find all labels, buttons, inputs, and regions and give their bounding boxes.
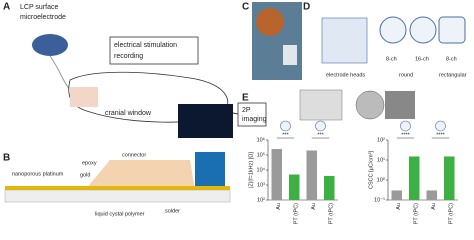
round-electrode (379, 16, 407, 44)
bar (289, 174, 300, 200)
connector (195, 152, 225, 192)
panel-label: C (242, 2, 249, 13)
x-tick-label: Au (311, 203, 317, 210)
device (283, 45, 297, 65)
bar (426, 190, 437, 200)
text: solder (165, 208, 180, 214)
micrograph (299, 89, 343, 121)
micrograph (355, 90, 385, 120)
y-tick-label: 10⁴ (257, 166, 266, 173)
electrode-heads-image (321, 17, 368, 64)
text: recording (114, 53, 143, 60)
text: imaging (242, 116, 267, 123)
annotation: *** (282, 132, 289, 138)
text: liquid cystal polymer (95, 211, 145, 217)
electrode-icon (315, 120, 326, 132)
x-tick-label: Au (431, 203, 437, 210)
figure: A LCP surface microelectrode electrical … (3, 2, 467, 225)
bar (306, 150, 317, 200)
electrode-icon (280, 120, 291, 132)
cable (49, 55, 71, 91)
cranial-window-marker (70, 87, 98, 107)
text: 16-ch (415, 56, 429, 62)
round-electrode (409, 16, 437, 44)
text: 8-ch (446, 56, 457, 62)
text: round (399, 72, 413, 78)
text: gold (80, 172, 90, 178)
y-tick-label: 10² (377, 137, 385, 143)
bar (271, 149, 282, 200)
text: electrical stimulation (114, 42, 177, 49)
text: connector (122, 152, 146, 158)
panel-label: E (242, 93, 249, 104)
x-tick-label: Au (396, 203, 402, 210)
annotation: *** (317, 132, 324, 138)
electrode-icon (435, 120, 446, 132)
epoxy (85, 160, 195, 190)
x-tick-label: PT (tPC) (414, 203, 420, 224)
y-tick-label: 10² (257, 197, 265, 203)
y-tick-label: 10¹ (377, 157, 385, 163)
x-tick-label: PT (tPC) (329, 203, 335, 224)
annotation: **** (436, 132, 445, 138)
bar (444, 156, 455, 200)
text: epoxy (82, 160, 97, 166)
bar (409, 156, 420, 200)
panel-label: A (3, 2, 10, 13)
bar (324, 175, 335, 200)
panel-label: D (303, 2, 310, 13)
y-tick-label: 10⁵ (257, 151, 265, 158)
y-axis-label: |Z|(f=1kHz) [Ω] (248, 152, 254, 188)
lcp-layer (4, 189, 231, 203)
imaging-photo (178, 104, 233, 138)
box (109, 36, 199, 65)
text: 2P (242, 107, 251, 114)
y-tick-label: 10⁶ (257, 136, 265, 143)
y-tick-label: 10³ (257, 182, 265, 188)
box (237, 102, 267, 127)
electrode-photo (32, 34, 68, 56)
y-tick-label: 10⁻¹ (374, 197, 385, 203)
y-tick-label: 10⁰ (377, 176, 386, 183)
y-axis-label: CSCC [μC/cm²] (368, 151, 374, 189)
x-tick-label: PT (tPC) (294, 203, 300, 224)
annotation: **** (401, 132, 410, 138)
bar (391, 190, 402, 200)
text: nanoporous platinum (12, 171, 64, 177)
mouse (68, 71, 266, 123)
text: electrode heads (326, 72, 365, 78)
rect-electrode (438, 16, 466, 44)
text: cranial window (105, 110, 152, 117)
text: LCP surface (20, 4, 58, 11)
panel-label: B (3, 153, 10, 164)
coin (256, 8, 284, 36)
text: rectangular (439, 72, 467, 78)
x-tick-label: Au (276, 203, 282, 210)
electrode-icon (400, 120, 411, 132)
text: 8-ch (386, 56, 397, 62)
gold-layer (5, 186, 230, 190)
micrograph (385, 91, 415, 119)
text: microelectrode (20, 14, 66, 21)
x-tick-label: PT (tPC) (449, 203, 455, 224)
